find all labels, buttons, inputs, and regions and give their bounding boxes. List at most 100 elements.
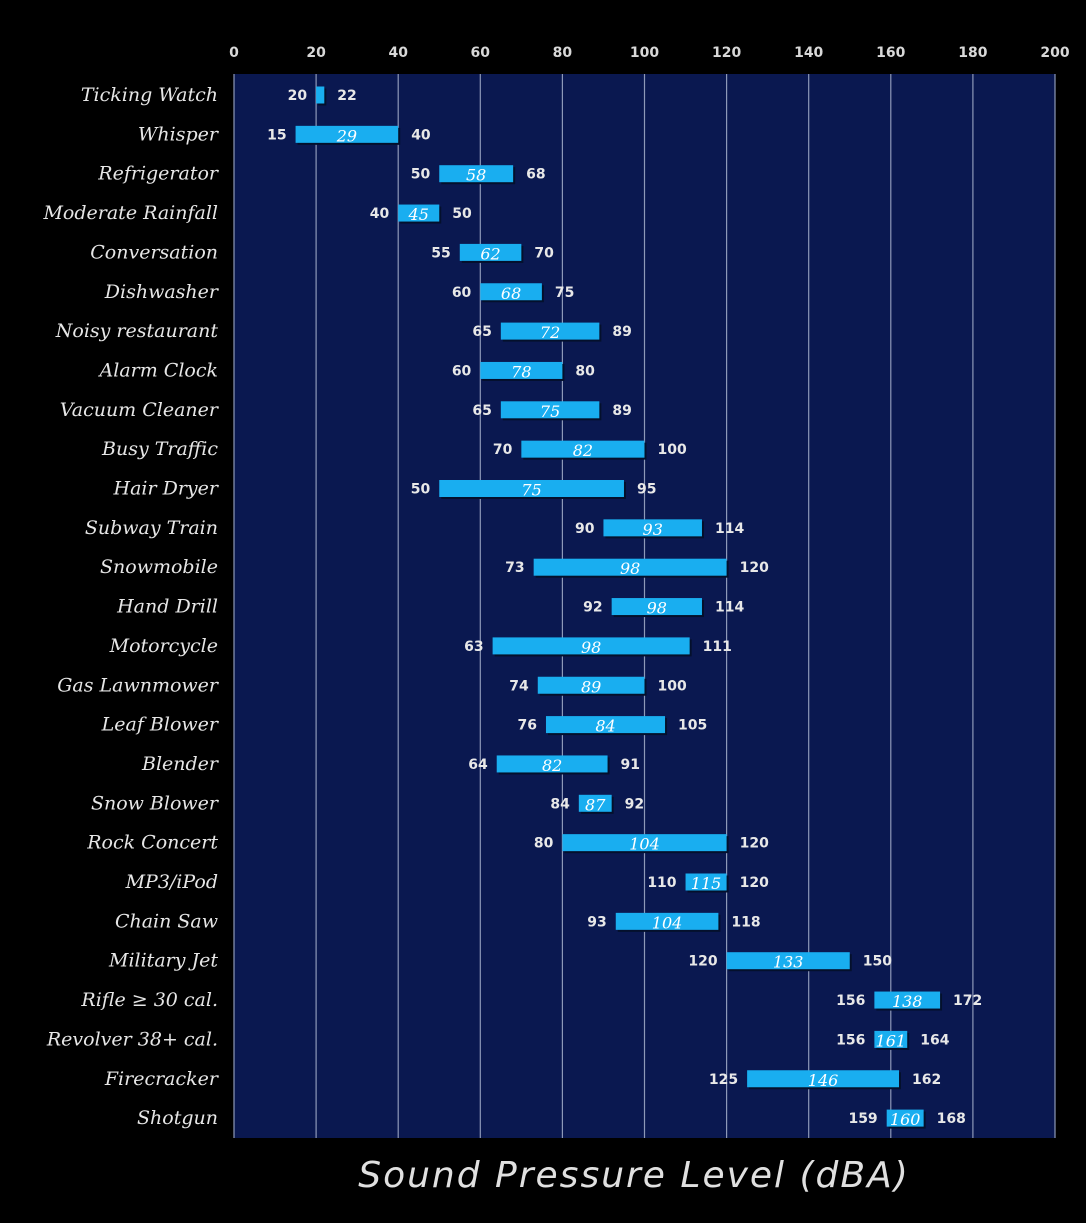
bar-row: Chain Saw 93 118 104 xyxy=(115,910,761,932)
low-value-label: 120 xyxy=(688,954,717,970)
typical-value-label: 98 xyxy=(620,559,640,578)
x-tick-label: 60 xyxy=(471,45,491,61)
category-label: Hand Drill xyxy=(116,596,218,618)
low-value-label: 156 xyxy=(836,1032,865,1048)
high-value-label: 50 xyxy=(452,206,472,222)
x-axis-ticks: 0 20 40 60 80 100 120 140 160 180 200 xyxy=(229,45,1070,61)
bar-row: Subway Train 90 114 93 xyxy=(85,517,745,539)
bar-row: Rock Concert 80 120 104 xyxy=(86,832,769,854)
range-bar xyxy=(480,283,542,301)
low-value-label: 65 xyxy=(472,324,491,340)
category-label: Subway Train xyxy=(85,517,218,539)
high-value-label: 172 xyxy=(953,993,982,1009)
low-value-label: 84 xyxy=(550,796,570,812)
x-tick-label: 40 xyxy=(388,45,408,61)
category-label: Blender xyxy=(141,753,220,775)
range-bar xyxy=(521,440,645,458)
typical-value-label: 146 xyxy=(808,1071,839,1090)
bar-row: Refrigerator 50 68 58 xyxy=(97,163,545,185)
range-bar xyxy=(603,519,702,537)
typical-value-label: 104 xyxy=(652,913,683,932)
range-bar xyxy=(500,322,600,340)
low-value-label: 20 xyxy=(288,88,308,104)
range-bar xyxy=(459,243,522,261)
bar-row: Blender 64 91 82 xyxy=(141,753,640,775)
bar-row: Vacuum Cleaner 65 89 75 xyxy=(60,399,632,421)
x-tick-label: 0 xyxy=(229,45,239,61)
typical-value-label: 98 xyxy=(647,599,667,618)
bar-row: Leaf Blower 76 105 84 xyxy=(101,714,708,736)
range-bar xyxy=(562,834,727,852)
x-tick-label: 140 xyxy=(794,45,823,61)
bar-row: Firecracker 125 162 146 xyxy=(104,1068,941,1090)
high-value-label: 68 xyxy=(526,167,545,183)
high-value-label: 95 xyxy=(637,482,656,498)
typical-value-label: 29 xyxy=(336,126,357,145)
category-label: Conversation xyxy=(90,241,218,263)
bar-row: MP3/iPod 110 120 115 xyxy=(125,871,770,893)
x-tick-label: 80 xyxy=(553,45,573,61)
typical-value-label: 160 xyxy=(890,1110,921,1129)
range-bar xyxy=(747,1070,900,1088)
high-value-label: 70 xyxy=(534,245,554,261)
low-value-label: 55 xyxy=(431,245,450,261)
low-value-label: 93 xyxy=(587,914,606,930)
category-label: Busy Traffic xyxy=(101,438,218,460)
low-value-label: 110 xyxy=(647,875,676,891)
bar-row: Hand Drill 92 114 98 xyxy=(116,596,744,618)
high-value-label: 105 xyxy=(678,718,707,734)
low-value-label: 70 xyxy=(493,442,513,458)
bar-row: Military Jet 120 150 133 xyxy=(108,950,892,972)
bars: Ticking Watch 20 22 Whisper 15 40 29 Refrigerat… xyxy=(42,84,982,1129)
typical-value-label: 93 xyxy=(643,520,663,539)
low-value-label: 15 xyxy=(267,127,286,143)
typical-value-label: 89 xyxy=(581,677,601,696)
low-value-label: 156 xyxy=(836,993,865,1009)
category-label: Hair Dryer xyxy=(113,478,220,500)
high-value-label: 91 xyxy=(621,757,640,773)
typical-value-label: 78 xyxy=(511,362,531,381)
category-label: Ticking Watch xyxy=(81,84,218,106)
low-value-label: 74 xyxy=(509,678,529,694)
high-value-label: 150 xyxy=(863,954,892,970)
bar-row: Ticking Watch 20 22 xyxy=(81,84,357,106)
bar-row: Shotgun 159 168 160 xyxy=(137,1107,966,1129)
x-axis-title: Sound Pressure Level (dBA) xyxy=(358,1155,910,1196)
category-label: Refrigerator xyxy=(97,163,220,185)
range-bar xyxy=(439,480,624,497)
low-value-label: 64 xyxy=(468,757,488,773)
range-bar xyxy=(316,86,325,104)
category-label: Shotgun xyxy=(137,1107,218,1129)
low-value-label: 40 xyxy=(370,206,390,222)
high-value-label: 75 xyxy=(555,285,574,301)
grid-lines xyxy=(233,74,1056,1138)
category-label: Noisy restaurant xyxy=(55,320,219,342)
high-value-label: 114 xyxy=(715,521,744,537)
range-bar xyxy=(480,361,563,379)
range-bar xyxy=(611,598,702,616)
x-tick-label: 180 xyxy=(958,45,987,61)
x-tick-label: 160 xyxy=(876,45,905,61)
typical-value-label: 45 xyxy=(408,205,429,224)
low-value-label: 60 xyxy=(452,363,472,379)
range-bar xyxy=(533,558,727,576)
typical-value-label: 115 xyxy=(691,874,722,893)
category-label: Rifle ≥ 30 cal. xyxy=(80,989,218,1011)
typical-value-label: 82 xyxy=(542,756,562,775)
typical-value-label: 75 xyxy=(521,481,541,500)
typical-value-label: 58 xyxy=(466,166,486,185)
category-label: Snow Blower xyxy=(91,792,220,814)
high-value-label: 100 xyxy=(658,678,687,694)
category-label: Whisper xyxy=(138,123,220,145)
typical-value-label: 138 xyxy=(892,992,923,1011)
high-value-label: 89 xyxy=(612,403,631,419)
category-label: Vacuum Cleaner xyxy=(60,399,220,421)
bar-row: Whisper 15 40 29 xyxy=(138,123,431,145)
range-bar xyxy=(398,204,440,222)
high-value-label: 164 xyxy=(920,1032,949,1048)
range-bar xyxy=(537,676,645,694)
high-value-label: 40 xyxy=(411,127,431,143)
range-bar xyxy=(615,912,719,930)
typical-value-label: 104 xyxy=(629,835,660,854)
